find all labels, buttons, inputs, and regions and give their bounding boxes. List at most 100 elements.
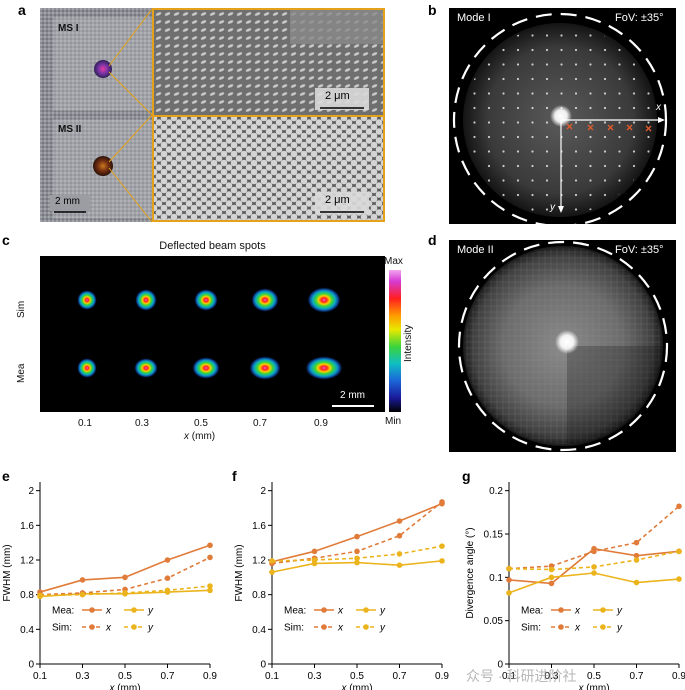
legend-var: x [337, 623, 344, 634]
scale-2mm-c: 2 mm [340, 390, 365, 401]
data-point [354, 548, 360, 555]
fov-label-b: FoV: ±35° [615, 12, 664, 24]
data-point [676, 503, 682, 510]
x-tick-label: 0.3 [545, 671, 559, 682]
data-point [676, 576, 682, 582]
c-xlabel: x (mm) [184, 431, 216, 442]
ms1-sample [94, 60, 112, 78]
x-axis-title: x (mm) [340, 683, 372, 690]
y-axis-title: FWHM (mm) [2, 544, 13, 601]
series-line [508, 572, 680, 594]
data-point [633, 539, 640, 546]
legend-marker [600, 624, 606, 630]
sem-textures [154, 10, 383, 220]
legend-var: y [147, 623, 154, 634]
data-point [591, 564, 597, 570]
legend-marker [89, 624, 95, 630]
data-point [633, 552, 640, 559]
legend-var: y [616, 623, 623, 634]
data-point [164, 587, 171, 594]
y-tick-label: 0.4 [252, 625, 266, 636]
legend-marker [321, 607, 327, 613]
sim-spot [251, 288, 279, 312]
data-point [122, 574, 128, 581]
data-point [506, 565, 512, 572]
ms1-label: MS I [58, 23, 79, 34]
mea-spot [134, 358, 158, 378]
x-axis-title: x (mm) [108, 683, 140, 690]
legend-var: y [616, 606, 623, 617]
data-point [354, 555, 360, 562]
data-point [269, 558, 275, 564]
y-tick-label: 1.6 [20, 521, 34, 532]
mode1-label: Mode I [457, 12, 491, 24]
x-tick-label: 0.7 [630, 671, 644, 682]
x-tick-label: 0.9 [203, 671, 217, 682]
data-point [207, 542, 213, 549]
data-point [548, 580, 555, 587]
data-point [37, 592, 43, 599]
legend-marker [363, 607, 369, 613]
data-point [396, 551, 403, 557]
scale-2um-top: 2 μm [325, 90, 350, 102]
data-point [164, 557, 171, 563]
far-field-mode1: Mode I FoV: ±35° x y [449, 8, 676, 224]
x-axis-label-b: x [656, 102, 661, 113]
sim-spot [307, 287, 341, 313]
scale-2mm-a: 2 mm [55, 196, 80, 207]
fov-label-d: FoV: ±35° [615, 244, 664, 256]
legend-marker [600, 607, 606, 613]
x-axis-title: x (mm) [577, 683, 609, 690]
data-point [506, 577, 512, 583]
ms2-label: MS II [58, 124, 82, 135]
beam-spots-image: 2 mm [40, 256, 385, 412]
row-label-sim: Sim [16, 300, 27, 318]
c-tick: 0.3 [135, 418, 149, 429]
data-point [311, 557, 318, 563]
x-tick-label: 0.3 [308, 671, 322, 682]
data-point [354, 533, 360, 540]
c-tick: 0.9 [314, 418, 328, 429]
mea-spot [305, 356, 343, 380]
legend-var: y [379, 606, 386, 617]
y-tick-label: 0.15 [484, 530, 504, 541]
chart-f: 0 0.4 0.8 1.2 1.6 2 0.1 0.3 0.5 0.7 0.9 x (mm) FWHM … [234, 482, 449, 690]
legend-var: x [574, 606, 581, 617]
mea-spot [77, 358, 97, 378]
charts-efg: 0 0.4 0.8 1.2 1.6 2 0.1 0.3 0.5 0.7 0.9 x (mm) FWHM … [2, 482, 685, 690]
panel-label-a: a [18, 2, 26, 18]
panel-label-f: f [232, 468, 237, 484]
data-point [633, 557, 640, 563]
zoom-lines [108, 8, 153, 223]
mode1-pattern [452, 12, 668, 224]
panel-label-e: e [2, 468, 10, 484]
data-point [207, 554, 213, 561]
data-point [164, 575, 171, 581]
colorbar [389, 270, 401, 412]
x-tick-label: 0.5 [118, 671, 132, 682]
sim-spot [135, 289, 157, 311]
y-tick-label: 0.1 [489, 573, 503, 584]
legend-var: x [105, 606, 112, 617]
legend-mea: Mea: [52, 606, 74, 617]
y-axis-title: FWHM (mm) [234, 544, 245, 601]
y-tick-label: 2 [260, 486, 266, 497]
x-tick-label: 0.9 [672, 671, 685, 682]
x-tick-label: 0.5 [587, 671, 601, 682]
series-line [39, 544, 211, 593]
y-tick-label: 0 [497, 660, 503, 671]
y-tick-label: 1.2 [20, 556, 34, 567]
data-point [676, 548, 682, 555]
beam-spot-grid [77, 287, 343, 380]
data-point [311, 548, 318, 555]
scale-2um-bottom: 2 μm [325, 194, 350, 206]
sim-spot [77, 290, 97, 310]
data-point [506, 590, 512, 596]
data-point [591, 570, 597, 576]
legend-mea: Mea: [521, 606, 543, 617]
data-point [269, 569, 275, 575]
mode2-pattern [457, 240, 669, 452]
legend-var: x [337, 606, 344, 617]
legend-var: x [105, 623, 112, 634]
c-tick: 0.7 [253, 418, 267, 429]
